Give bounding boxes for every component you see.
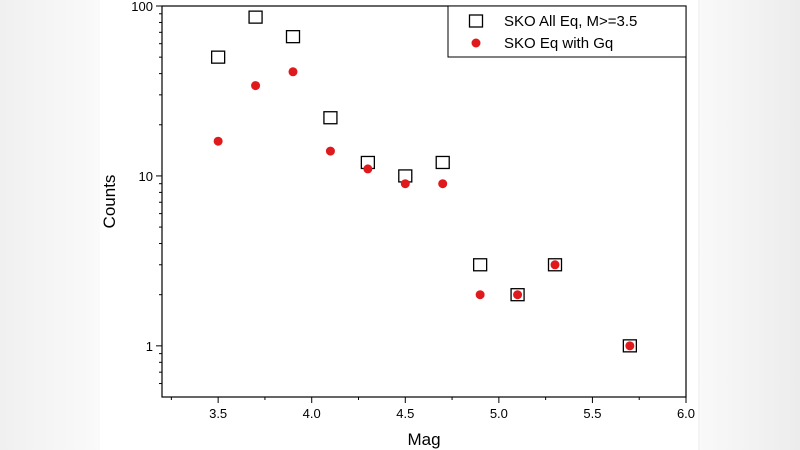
x-tick-label: 5.5	[583, 406, 601, 421]
series-2	[213, 67, 635, 351]
x-tick-label: 5.0	[490, 406, 508, 421]
legend: SKO All Eq, M>=3.5 SKO Eq with Gq	[447, 5, 687, 58]
data-point-square	[510, 288, 525, 302]
data-point-square	[547, 258, 563, 272]
y-axis-title: Counts	[100, 175, 119, 229]
x-tick-label: 6.0	[677, 406, 695, 421]
left-backdrop	[0, 0, 100, 450]
series-1	[210, 10, 638, 353]
data-point-circle	[400, 179, 410, 189]
x-tick-label: 4.5	[396, 406, 414, 421]
y-tick-label: 10	[139, 169, 153, 184]
data-point-circle	[325, 146, 335, 156]
data-point-circle	[438, 179, 448, 189]
data-point-circle	[550, 260, 560, 270]
data-point-circle	[513, 290, 523, 300]
chart-marks	[210, 10, 638, 353]
data-point-circle	[213, 136, 223, 146]
data-point-square	[472, 258, 488, 272]
data-point-circle	[625, 341, 635, 351]
data-point-circle	[363, 164, 373, 174]
legend-label: SKO All Eq, M>=3.5	[504, 13, 637, 30]
legend-box	[447, 5, 687, 58]
legend-label: SKO Eq with Gq	[504, 35, 613, 52]
data-point-circle	[251, 81, 261, 91]
right-backdrop	[700, 0, 800, 450]
chart-panel	[100, 0, 698, 450]
data-point-square	[323, 111, 338, 125]
data-point-square	[285, 30, 301, 44]
data-point-square	[210, 50, 226, 64]
data-point-square	[435, 155, 450, 170]
data-point-circle	[475, 290, 485, 300]
y-tick-label: 100	[131, 0, 153, 14]
plot-frame	[161, 5, 687, 398]
x-axis-title: Mag	[407, 430, 440, 449]
data-point-circle	[288, 67, 298, 77]
data-point-square	[248, 10, 263, 24]
data-point-square	[622, 339, 638, 353]
x-tick-label: 3.5	[209, 406, 227, 421]
legend-swatch-square	[468, 14, 484, 28]
y-tick-label: 1	[146, 339, 153, 354]
x-tick-label: 4.0	[303, 406, 321, 421]
legend-swatch-circle	[471, 38, 481, 48]
axis-ticks: 3.5 4.0 4.5 5.0 5.5 6.0 1 10 100	[131, 0, 695, 421]
